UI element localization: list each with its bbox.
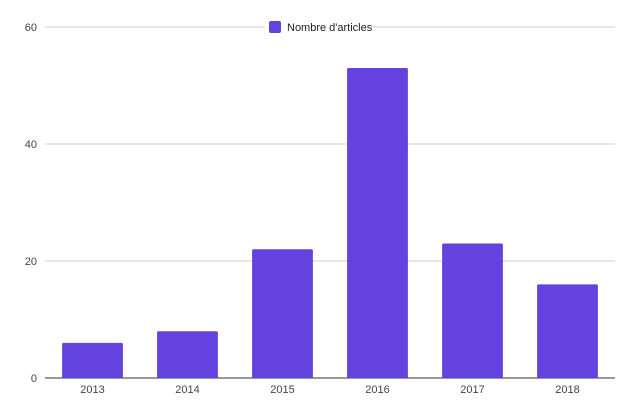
y-tick-label: 0 [31, 373, 37, 385]
bars [62, 67, 598, 378]
y-axis-ticks: 0 20 40 60 [25, 22, 37, 385]
bar-2016[interactable] [347, 67, 408, 378]
x-tick-label: 2016 [365, 384, 389, 396]
legend-label: Nombre d'articles [287, 22, 373, 34]
bar-2014[interactable] [157, 331, 218, 378]
bar-2015[interactable] [252, 249, 313, 378]
legend: Nombre d'articles [265, 19, 373, 35]
legend-swatch [269, 21, 281, 33]
x-tick-label: 2018 [555, 384, 579, 396]
y-tick-label: 60 [25, 22, 37, 34]
y-tick-label: 20 [25, 256, 37, 268]
y-tick-label: 40 [25, 139, 37, 151]
x-tick-label: 2017 [460, 384, 484, 396]
bar-2017[interactable] [442, 243, 503, 378]
gridlines [45, 26, 615, 379]
x-tick-label: 2013 [80, 384, 104, 396]
bar-2018[interactable] [537, 284, 598, 378]
bar-2013[interactable] [62, 342, 123, 378]
legend-background [265, 19, 371, 35]
x-tick-label: 2015 [270, 384, 294, 396]
x-tick-label: 2014 [175, 384, 199, 396]
x-axis-ticks: 2013 2014 2015 2016 2017 2018 [80, 384, 579, 396]
